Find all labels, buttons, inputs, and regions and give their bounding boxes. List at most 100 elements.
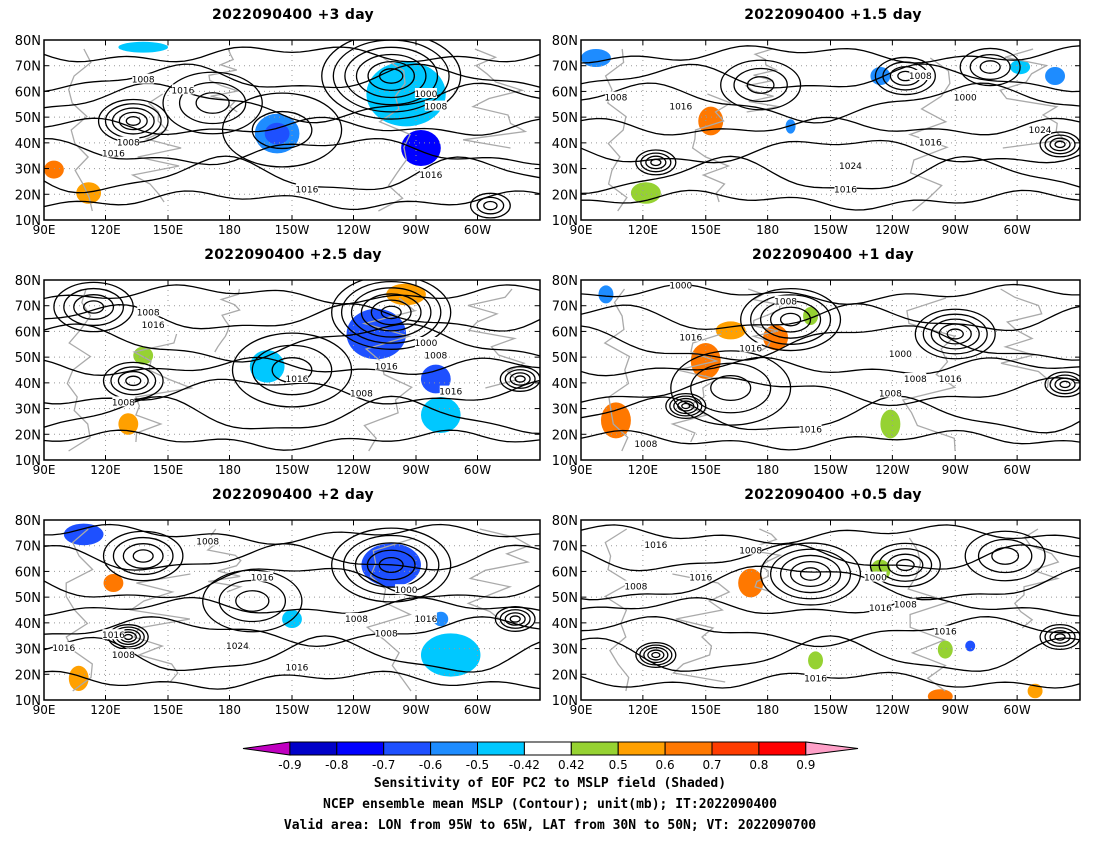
- contour-label: 1008: [624, 583, 647, 593]
- isobar: [581, 325, 1080, 361]
- isobar-closed: [321, 40, 462, 120]
- isobar-closed: [251, 110, 313, 150]
- isobar-closed: [1049, 630, 1071, 644]
- lon-tick-label: 150E: [691, 463, 722, 477]
- isobar-closed: [162, 71, 263, 135]
- shaded-region: [118, 413, 139, 435]
- map-panel-4: 1000 1008 1016 1016 1000 1008 1016 1008 1016 1008…: [552, 274, 1081, 477]
- isobar-closed: [63, 287, 125, 327]
- lat-tick-label: 20N: [15, 668, 41, 683]
- isobar: [44, 46, 540, 63]
- isobar: [44, 190, 540, 211]
- isobar-closed: [746, 76, 775, 94]
- lat-tick-label: 30N: [552, 403, 578, 418]
- shaded-region: [118, 41, 168, 53]
- isobar-closed: [202, 569, 303, 633]
- lon-tick-label: 180: [218, 703, 241, 717]
- caption-line-1: Sensitivity of EOF PC2 to MSLP field (Sh…: [373, 776, 727, 791]
- contour-label: 1008: [774, 298, 797, 308]
- colorbar-swatch: [477, 741, 525, 756]
- lat-tick-label: 80N: [552, 274, 578, 289]
- isobar-closed: [635, 149, 677, 176]
- isobar-closed: [878, 548, 933, 582]
- contour-label: 1008: [132, 76, 155, 86]
- isobar-closed: [964, 530, 1046, 582]
- isobar-closed: [331, 527, 452, 603]
- colorbar-label: 0.8: [749, 758, 768, 772]
- isobar-closed: [221, 92, 343, 168]
- lon-tick-label: 150W: [813, 703, 848, 717]
- contour-label: 1008: [424, 352, 447, 362]
- contour-label: 1016: [375, 362, 398, 372]
- contour-label: 1008: [137, 308, 160, 318]
- colorbar-swatch: [523, 741, 572, 756]
- isobar-closed: [930, 318, 980, 350]
- lon-tick-label: 120W: [875, 463, 910, 477]
- isobar-closed: [769, 548, 852, 600]
- contour-label: 1008: [634, 440, 657, 450]
- isobar-closed: [710, 374, 752, 402]
- isobar-closed: [354, 542, 428, 588]
- shaded-region: [1045, 67, 1066, 85]
- lon-tick-label: 120W: [336, 223, 371, 237]
- shaded-region: [600, 402, 631, 439]
- lat-tick-label: 20N: [15, 188, 41, 203]
- coastline: [378, 57, 411, 212]
- lat-tick-label: 50N: [552, 111, 578, 126]
- contour-label: 1008: [112, 398, 135, 408]
- isobar-closed: [112, 536, 174, 576]
- isobar-closed: [499, 609, 531, 629]
- lat-tick-label: 60N: [15, 85, 41, 100]
- shaded-region: [68, 665, 89, 692]
- lon-tick-label: 90W: [402, 463, 429, 477]
- contour-label: 1016: [834, 185, 857, 195]
- isobar-closed: [1039, 131, 1080, 158]
- isobar-closed: [483, 200, 498, 211]
- lon-tick-label: 150W: [813, 463, 848, 477]
- lon-tick-label: 120E: [90, 223, 121, 237]
- contour-label: 1016: [804, 674, 827, 684]
- isobar-closed: [110, 366, 157, 396]
- isobar-closed: [509, 615, 521, 623]
- contour-label: 1016: [142, 321, 165, 331]
- lat-tick-label: 60N: [15, 565, 41, 580]
- shaded-region: [420, 633, 481, 677]
- isobar-closed: [1044, 134, 1076, 155]
- contour-label: 1000: [414, 339, 437, 349]
- isobar-closed: [350, 287, 432, 338]
- contour-label: 1016: [102, 149, 125, 159]
- isobar-closed: [111, 107, 155, 135]
- isobar-closed: [779, 312, 802, 327]
- isobar: [581, 616, 1080, 648]
- caption-line-2: NCEP ensemble mean MSLP (Contour); unit(…: [323, 797, 777, 812]
- lon-tick-label: 180: [756, 223, 779, 237]
- lat-tick-label: 70N: [552, 60, 578, 75]
- isobar-closed: [378, 68, 404, 84]
- panel-title-p2: 2022090400 +1.5 day: [744, 7, 922, 23]
- contour-label: 1024: [226, 642, 249, 652]
- isobar-closed: [938, 323, 972, 345]
- isobar-closed: [331, 280, 452, 350]
- lat-tick-label: 10N: [552, 454, 578, 469]
- lon-tick-label: 60W: [464, 223, 491, 237]
- contour-label: 1016: [295, 185, 318, 195]
- contour-label: 1008: [604, 94, 627, 104]
- lon-tick-label: 150E: [153, 703, 184, 717]
- shaded-region: [927, 689, 953, 700]
- contour-label: 1008: [739, 547, 762, 557]
- isobar-closed: [1044, 371, 1080, 398]
- lon-tick-label: 60W: [464, 703, 491, 717]
- shaded-region: [63, 523, 104, 546]
- isobar-closed: [344, 46, 439, 106]
- colorbar-swatch: [664, 741, 713, 756]
- lat-tick-label: 30N: [15, 403, 41, 418]
- map-panel-3: 1008 1016 1008 1016 1016 1008 1000 1008 1016 80N 7…: [15, 274, 541, 477]
- coastline: [603, 528, 632, 692]
- contour-label: 1000: [864, 574, 887, 584]
- coastline: [672, 573, 731, 683]
- coastline: [130, 93, 182, 203]
- isobar-closed: [740, 288, 842, 352]
- contour-label: 1016: [52, 644, 75, 654]
- contour-label: 1000: [954, 94, 977, 104]
- isobar-closed: [504, 369, 536, 389]
